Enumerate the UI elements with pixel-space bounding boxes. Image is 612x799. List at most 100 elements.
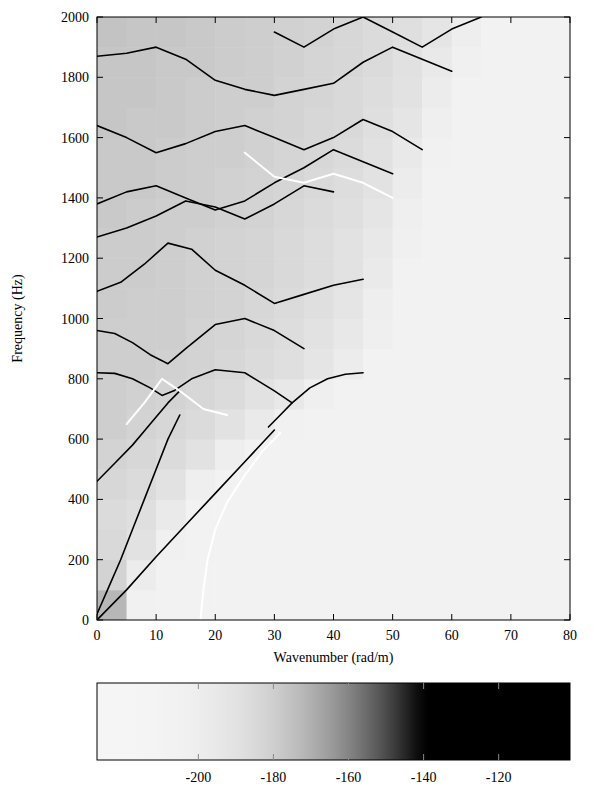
- x-tick: [510, 17, 511, 23]
- heat-cell: [363, 258, 393, 289]
- x-tick: [274, 614, 275, 620]
- heat-cell: [511, 439, 541, 470]
- colorbar-tick-label: -180: [261, 770, 287, 785]
- heat-cell: [422, 530, 452, 561]
- x-tick: [156, 17, 157, 23]
- chart: 0102030405060708002004006008001000120014…: [0, 0, 612, 799]
- heat-cell: [245, 319, 275, 350]
- y-tick: [97, 258, 103, 259]
- heat-cell: [97, 77, 127, 108]
- heat-cell: [304, 499, 334, 530]
- heat-cell: [274, 17, 304, 48]
- heat-cell: [334, 198, 364, 229]
- heat-cell: [393, 379, 423, 410]
- heat-cell: [334, 77, 364, 108]
- heat-cell: [334, 499, 364, 530]
- heat-cell: [215, 138, 245, 169]
- heat-cell: [334, 560, 364, 591]
- colorbar-tick: [498, 683, 499, 689]
- heat-cell: [452, 469, 482, 500]
- heat-cell: [127, 168, 157, 199]
- colorbar-tick-label: -160: [336, 770, 362, 785]
- colorbar-tick: [348, 754, 349, 760]
- heat-cell: [304, 590, 334, 620]
- heat-cell: [422, 560, 452, 591]
- y-tick: [564, 559, 570, 560]
- y-tick: [564, 620, 570, 621]
- heat-cell: [215, 590, 245, 620]
- heat-cell: [363, 198, 393, 229]
- heat-cell: [393, 349, 423, 380]
- heat-cell: [304, 107, 334, 138]
- heat-cell: [363, 17, 393, 48]
- x-tick: [156, 614, 157, 620]
- heat-cell: [334, 409, 364, 440]
- heat-cell: [481, 47, 511, 78]
- heat-cell: [245, 469, 275, 500]
- y-tick: [97, 137, 103, 138]
- heat-cell: [97, 17, 127, 48]
- heat-cell: [511, 228, 541, 259]
- colorbar-tick: [423, 754, 424, 760]
- heat-cell: [540, 198, 570, 229]
- heat-cell: [481, 17, 511, 48]
- heat-cell: [452, 379, 482, 410]
- heat-cell: [186, 469, 216, 500]
- heat-cell: [422, 439, 452, 470]
- heat-cell: [540, 439, 570, 470]
- x-tick: [274, 17, 275, 23]
- heat-cell: [274, 228, 304, 259]
- y-tick: [97, 378, 103, 379]
- heat-cell: [511, 349, 541, 380]
- dispersion-curve: [97, 120, 422, 153]
- heat-cell: [363, 560, 393, 591]
- heat-cell: [215, 349, 245, 380]
- heat-cell: [481, 590, 511, 620]
- y-tick: [97, 439, 103, 440]
- heat-cell: [186, 439, 216, 470]
- heat-cell: [511, 288, 541, 319]
- heat-cell: [156, 499, 186, 530]
- heat-cell: [540, 560, 570, 591]
- heat-cell: [540, 469, 570, 500]
- heat-cell: [452, 349, 482, 380]
- heat-cell: [186, 77, 216, 108]
- heat-cell: [540, 288, 570, 319]
- heat-cell: [393, 439, 423, 470]
- heat-cell: [127, 499, 157, 530]
- heat-cell: [540, 379, 570, 410]
- heat-cell: [452, 138, 482, 169]
- heat-cell: [156, 288, 186, 319]
- dispersion-curve: [97, 150, 393, 210]
- heat-cell: [186, 379, 216, 410]
- heat-cell: [156, 349, 186, 380]
- heat-cell: [186, 499, 216, 530]
- heat-cell: [215, 530, 245, 561]
- heat-cell: [127, 107, 157, 138]
- heat-cell: [481, 107, 511, 138]
- y-tick: [564, 318, 570, 319]
- heat-cell: [452, 530, 482, 561]
- heat-cell: [452, 288, 482, 319]
- heat-cell: [156, 47, 186, 78]
- heat-cell: [540, 17, 570, 48]
- heat-cell: [481, 469, 511, 500]
- heat-cell: [304, 258, 334, 289]
- heat-cell: [245, 198, 275, 229]
- x-tick-label: 40: [327, 628, 341, 643]
- heat-cell: [393, 530, 423, 561]
- colorbar-tick: [348, 683, 349, 689]
- y-tick: [564, 197, 570, 198]
- heat-cell: [97, 288, 127, 319]
- heat-cell: [511, 138, 541, 169]
- x-tick: [333, 17, 334, 23]
- heat-cell: [363, 379, 393, 410]
- heat-cell: [511, 469, 541, 500]
- heat-cell: [481, 349, 511, 380]
- heat-cell: [452, 77, 482, 108]
- heat-cell: [452, 439, 482, 470]
- y-tick: [97, 197, 103, 198]
- heat-cell: [304, 530, 334, 561]
- heat-cell: [127, 288, 157, 319]
- heat-cell: [393, 228, 423, 259]
